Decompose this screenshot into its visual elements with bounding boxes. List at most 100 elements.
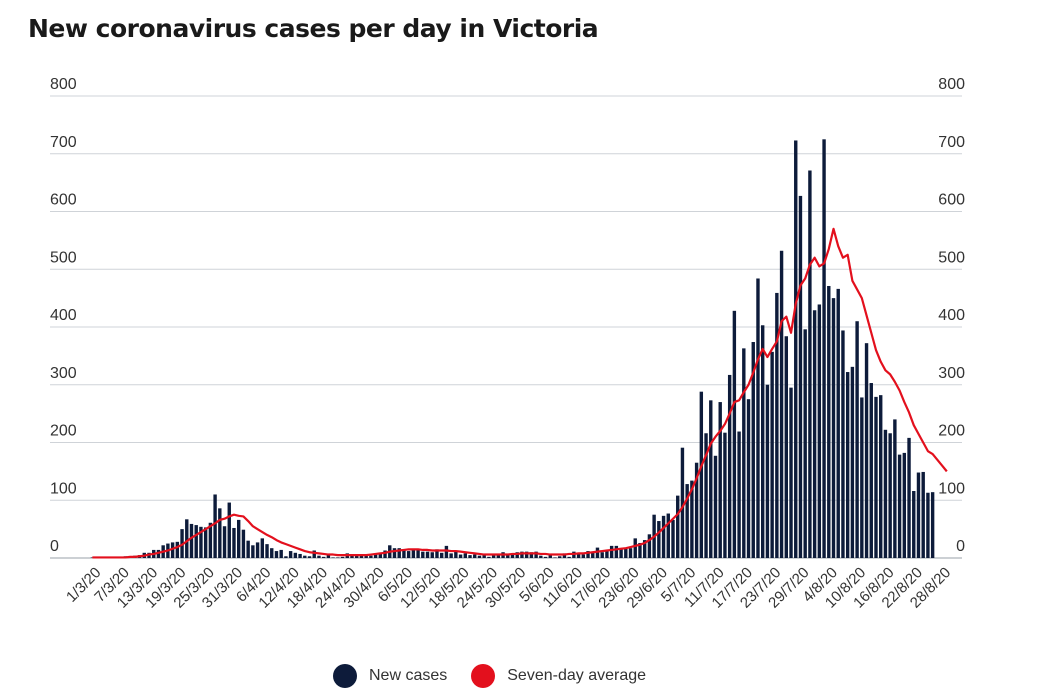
bar-75	[444, 545, 449, 558]
bar-177	[926, 492, 930, 558]
chart-title: New coronavirus cases per day in Victori…	[28, 14, 599, 43]
chart-svg: 0 100 200 300 400 500 600 700 800 0 100 200 300 400 5…	[50, 76, 965, 612]
bar-126	[685, 484, 689, 558]
bar-86	[496, 555, 501, 558]
bar-122	[666, 513, 670, 558]
bar-115	[633, 538, 637, 558]
bar-28	[222, 526, 227, 558]
bar-112	[619, 548, 623, 558]
bar-174	[912, 491, 916, 558]
bar-95	[539, 555, 543, 558]
bar-175	[916, 472, 921, 558]
y-axis-left: 0 100 200 300 400 500 600 700 800	[50, 76, 77, 555]
bar-49	[321, 556, 326, 558]
legend-item-seven-day-average[interactable]: Seven-day average	[471, 664, 646, 688]
bar-121	[661, 515, 666, 558]
bar-173	[907, 437, 911, 558]
bar-157	[831, 298, 836, 558]
bar-71	[425, 551, 430, 558]
bar-91	[520, 551, 524, 558]
bar-35	[255, 542, 260, 558]
legend: New cases Seven-day average	[333, 664, 670, 688]
legend-item-new-cases[interactable]: New cases	[333, 664, 447, 688]
bar-146	[779, 250, 784, 558]
bar-136	[732, 310, 737, 558]
bar-69	[416, 549, 420, 558]
bar-123	[671, 519, 675, 558]
bar-105	[586, 551, 590, 558]
bar-24	[203, 527, 208, 558]
bar-46	[307, 556, 312, 558]
bar-56	[355, 554, 359, 558]
bar-65	[397, 548, 401, 558]
bar-169	[888, 433, 892, 558]
bar-61	[378, 553, 383, 558]
bar-55	[350, 555, 354, 558]
bar-66	[402, 549, 406, 558]
bar-151	[803, 329, 807, 558]
bar-161	[850, 366, 855, 558]
bar-73	[435, 549, 439, 558]
bar-39	[274, 551, 279, 558]
bar-93	[529, 552, 534, 558]
bar-14	[156, 549, 161, 558]
bar-64	[392, 548, 397, 558]
bar-20	[185, 519, 189, 558]
bar-26	[213, 494, 217, 558]
bar-103	[576, 553, 581, 558]
bar-141	[756, 278, 760, 558]
bar-109	[605, 550, 609, 558]
bar-171	[897, 454, 902, 558]
bar-116	[638, 542, 642, 558]
bar-101	[567, 556, 571, 558]
bar-145	[775, 292, 779, 558]
y-tick-right-700: 700	[938, 134, 965, 151]
bar-50	[326, 553, 331, 558]
bar-131	[709, 400, 713, 558]
bar-98	[553, 557, 557, 558]
bar-128	[694, 462, 699, 558]
y-tick-left-500: 500	[50, 249, 77, 266]
bar-118	[647, 534, 652, 558]
bar-60	[373, 553, 378, 558]
y-tick-right-600: 600	[938, 192, 965, 209]
bar-84	[487, 556, 491, 558]
bar-163	[860, 397, 864, 558]
bar-72	[430, 552, 434, 558]
bar-158	[836, 288, 840, 558]
bar-37	[265, 544, 269, 558]
bar-51	[331, 557, 335, 558]
bar-149	[794, 140, 798, 558]
bar-83	[482, 554, 486, 558]
bar-78	[458, 554, 463, 558]
bar-125	[680, 447, 685, 558]
bar-31	[237, 519, 241, 558]
bar-113	[624, 548, 628, 558]
bar-172	[902, 452, 907, 558]
bar-152	[808, 170, 812, 558]
seven-day-average-line	[92, 227, 948, 559]
bar-40	[279, 549, 283, 558]
bar-153	[812, 310, 817, 558]
y-tick-left-600: 600	[50, 192, 77, 209]
bar-127	[690, 480, 694, 558]
bar-59	[369, 555, 373, 558]
bar-138	[742, 348, 746, 558]
y-tick-right-100: 100	[938, 480, 965, 497]
bar-92	[524, 551, 529, 558]
bar-85	[491, 555, 496, 558]
bar-70	[421, 551, 425, 558]
bar-17	[170, 542, 175, 558]
bar-162	[855, 321, 859, 558]
bar-168	[883, 429, 888, 558]
y-tick-right-0: 0	[956, 538, 965, 555]
y-tick-left-700: 700	[50, 134, 77, 151]
y-tick-left-100: 100	[50, 480, 77, 497]
bar-120	[657, 521, 661, 558]
bar-133	[718, 402, 722, 558]
bar-137	[737, 431, 741, 558]
bar-53	[340, 556, 345, 558]
bar-144	[770, 351, 774, 558]
bar-41	[284, 556, 288, 558]
bar-110	[609, 545, 614, 558]
